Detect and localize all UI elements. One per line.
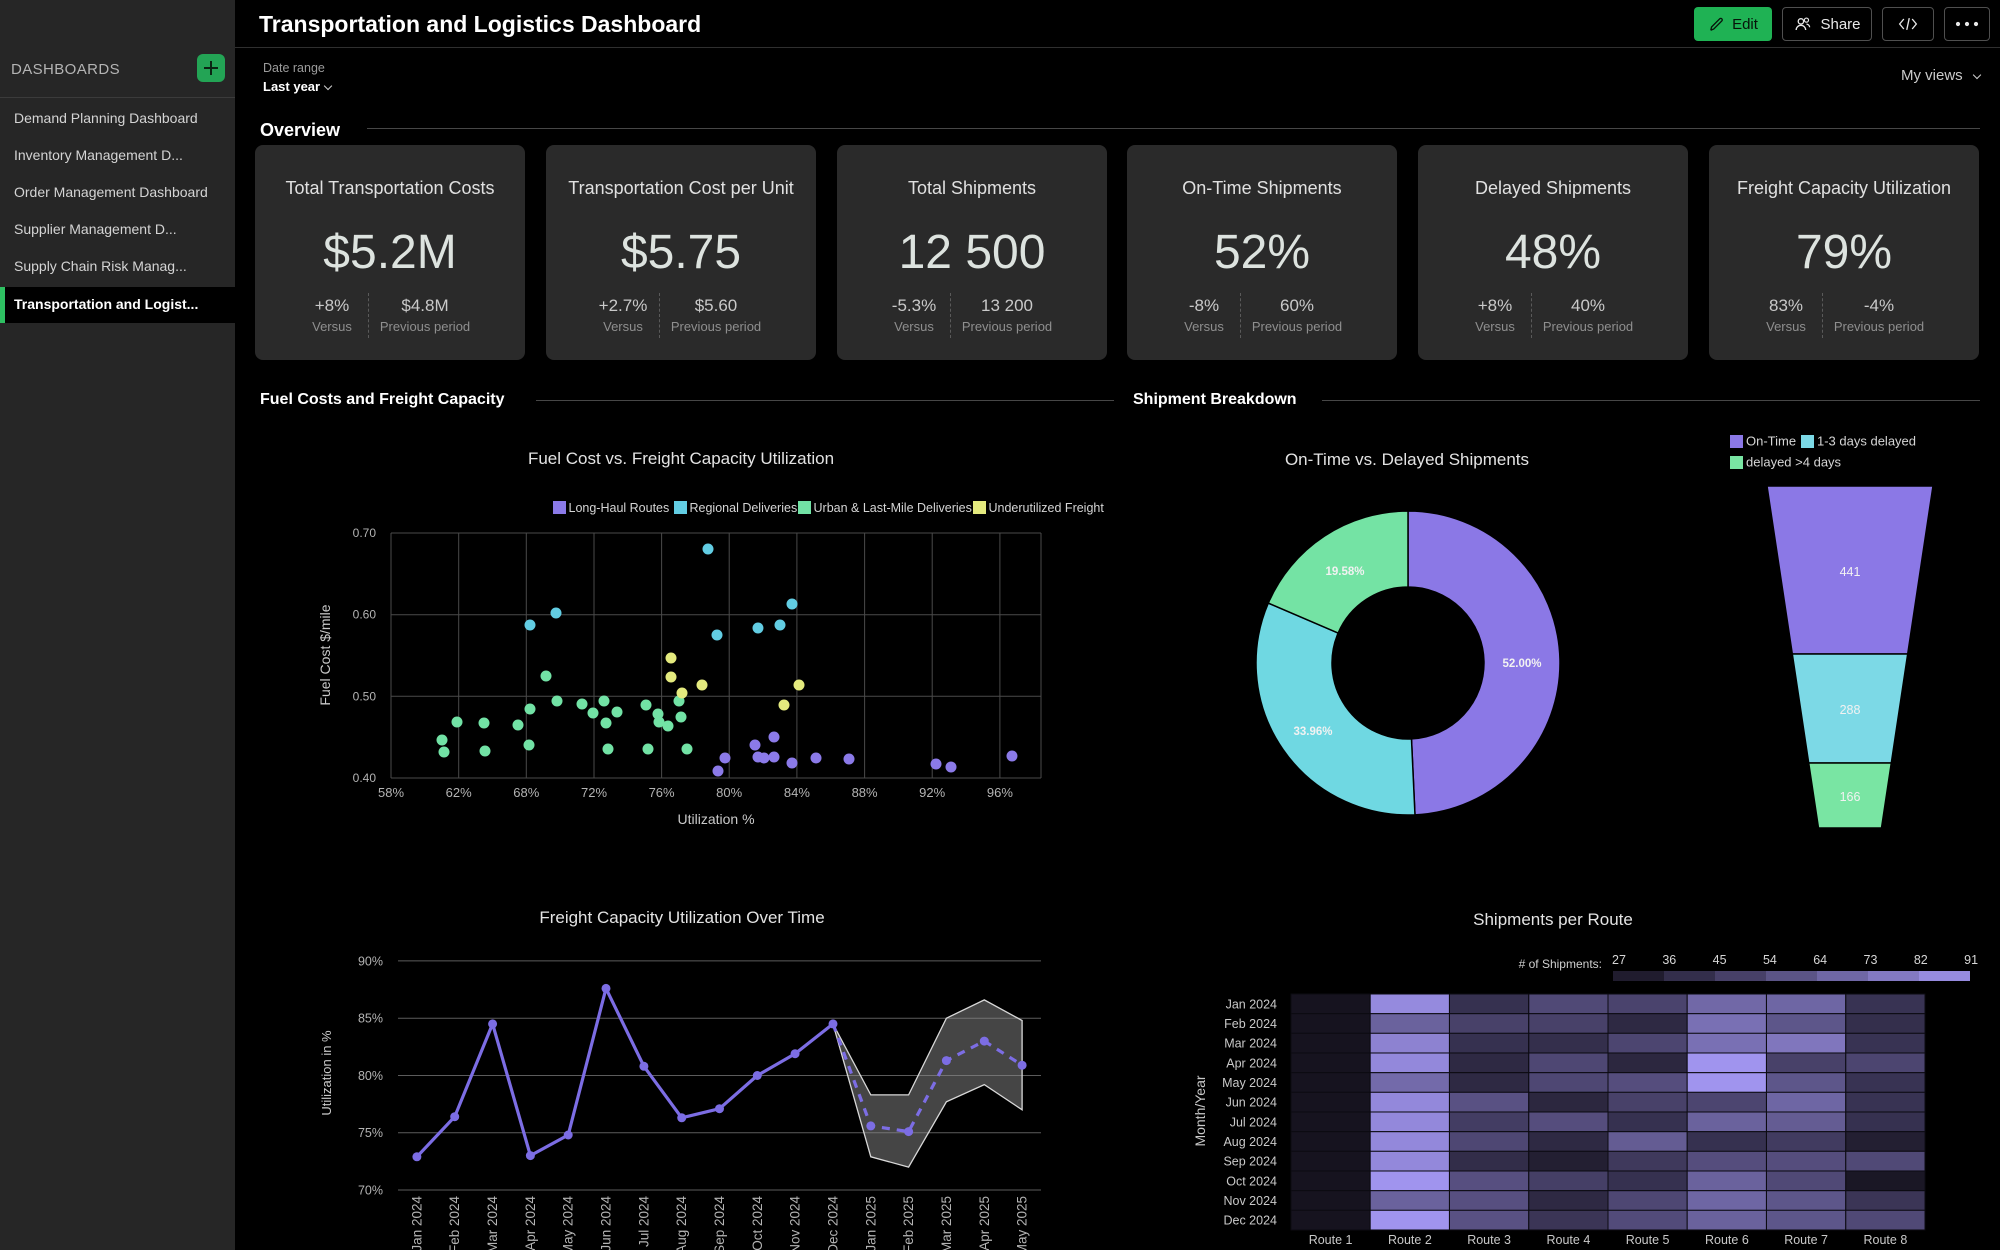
svg-text:0.70: 0.70 (353, 526, 377, 540)
svg-text:May 2024: May 2024 (561, 1196, 576, 1250)
svg-text:On-Time vs. Delayed Shipments: On-Time vs. Delayed Shipments (1285, 450, 1529, 469)
svg-text:# of Shipments:: # of Shipments: (1519, 957, 1602, 971)
svg-text:May 2025: May 2025 (1015, 1196, 1030, 1250)
svg-text:Jun 2024: Jun 2024 (1226, 1096, 1277, 1110)
svg-text:73: 73 (1864, 953, 1878, 967)
svg-text:45: 45 (1713, 953, 1727, 967)
svg-text:Jul 2024: Jul 2024 (1230, 1115, 1277, 1129)
svg-text:Jan 2024: Jan 2024 (409, 1196, 424, 1250)
svg-text:Route 7: Route 7 (1784, 1233, 1828, 1247)
svg-text:36: 36 (1662, 953, 1676, 967)
svg-text:Urban & Last-Mile Deliveries: Urban & Last-Mile Deliveries (814, 501, 972, 515)
svg-text:72%: 72% (581, 785, 607, 800)
svg-text:Regional Deliveries: Regional Deliveries (690, 501, 798, 515)
svg-text:54: 54 (1763, 953, 1777, 967)
svg-text:delayed >4 days: delayed >4 days (1746, 455, 1842, 470)
svg-text:Route 3: Route 3 (1467, 1233, 1511, 1247)
svg-text:Underutilized Freight: Underutilized Freight (989, 501, 1105, 515)
svg-text:Nov 2024: Nov 2024 (1223, 1194, 1277, 1208)
svg-text:Feb 2024: Feb 2024 (1224, 1017, 1277, 1031)
svg-text:82: 82 (1914, 953, 1928, 967)
svg-text:Route 5: Route 5 (1626, 1233, 1670, 1247)
svg-text:76%: 76% (649, 785, 675, 800)
svg-text:Dec 2024: Dec 2024 (1223, 1214, 1277, 1228)
svg-text:Utilization in %: Utilization in % (319, 1030, 334, 1116)
svg-text:19.58%: 19.58% (1325, 566, 1364, 578)
svg-text:Utilization %: Utilization % (677, 811, 754, 827)
svg-text:Dec 2024: Dec 2024 (826, 1196, 841, 1250)
svg-text:92%: 92% (919, 785, 945, 800)
svg-text:On-Time: On-Time (1746, 434, 1796, 449)
svg-text:Jan 2025: Jan 2025 (863, 1196, 878, 1250)
svg-text:288: 288 (1840, 703, 1861, 717)
svg-text:Freight Capacity Utilization O: Freight Capacity Utilization Over Time (539, 908, 824, 927)
svg-text:Jun 2024: Jun 2024 (599, 1196, 614, 1250)
svg-text:Fuel Cost $/mile: Fuel Cost $/mile (317, 604, 333, 705)
svg-text:Mar 2024: Mar 2024 (485, 1196, 500, 1250)
svg-text:33.96%: 33.96% (1293, 726, 1332, 738)
svg-text:96%: 96% (987, 785, 1013, 800)
svg-text:1-3 days delayed: 1-3 days delayed (1817, 434, 1916, 449)
svg-text:75%: 75% (358, 1126, 383, 1140)
svg-text:Aug 2024: Aug 2024 (1223, 1135, 1277, 1149)
svg-text:May 2024: May 2024 (1222, 1076, 1277, 1090)
svg-text:Mar 2025: Mar 2025 (939, 1196, 954, 1250)
svg-text:Shipments per Route: Shipments per Route (1473, 910, 1633, 929)
svg-text:Sep 2024: Sep 2024 (1223, 1155, 1277, 1169)
svg-text:Oct 2024: Oct 2024 (1226, 1174, 1277, 1188)
svg-text:Route 6: Route 6 (1705, 1233, 1749, 1247)
svg-text:Route 1: Route 1 (1309, 1233, 1353, 1247)
svg-text:88%: 88% (852, 785, 878, 800)
svg-text:Aug 2024: Aug 2024 (674, 1196, 689, 1250)
svg-text:0.50: 0.50 (353, 689, 377, 703)
svg-text:90%: 90% (358, 954, 383, 968)
svg-text:Route 4: Route 4 (1547, 1233, 1591, 1247)
svg-text:Route 2: Route 2 (1388, 1233, 1432, 1247)
svg-text:Jul 2024: Jul 2024 (636, 1196, 651, 1248)
svg-text:Feb 2025: Feb 2025 (901, 1196, 916, 1250)
svg-text:Month/Year: Month/Year (1192, 1075, 1208, 1146)
svg-text:85%: 85% (358, 1012, 383, 1026)
svg-text:Nov 2024: Nov 2024 (788, 1196, 803, 1250)
svg-text:Sep 2024: Sep 2024 (712, 1196, 727, 1250)
svg-text:62%: 62% (446, 785, 472, 800)
svg-text:166: 166 (1840, 790, 1861, 804)
svg-text:Feb 2024: Feb 2024 (447, 1196, 462, 1250)
svg-text:0.60: 0.60 (353, 608, 377, 622)
svg-text:70%: 70% (358, 1184, 383, 1198)
svg-text:Apr 2024: Apr 2024 (523, 1196, 538, 1250)
svg-text:80%: 80% (716, 785, 742, 800)
svg-text:64: 64 (1813, 953, 1827, 967)
svg-text:58%: 58% (378, 785, 404, 800)
svg-text:80%: 80% (358, 1069, 383, 1083)
svg-text:Long-Haul Routes: Long-Haul Routes (569, 501, 670, 515)
svg-text:68%: 68% (513, 785, 539, 800)
svg-text:84%: 84% (784, 785, 810, 800)
svg-text:27: 27 (1612, 953, 1626, 967)
svg-text:Apr 2024: Apr 2024 (1226, 1056, 1277, 1070)
svg-text:Fuel Cost vs. Freight Capacity: Fuel Cost vs. Freight Capacity Utilizati… (528, 449, 834, 468)
svg-text:441: 441 (1840, 565, 1861, 579)
svg-text:Jan 2024: Jan 2024 (1226, 997, 1277, 1011)
svg-text:Oct 2024: Oct 2024 (750, 1196, 765, 1250)
svg-text:91: 91 (1964, 953, 1978, 967)
svg-text:52.00%: 52.00% (1502, 658, 1541, 670)
svg-text:Route 8: Route 8 (1864, 1233, 1908, 1247)
svg-text:Apr 2025: Apr 2025 (977, 1196, 992, 1250)
svg-text:Mar 2024: Mar 2024 (1224, 1037, 1277, 1051)
svg-text:0.40: 0.40 (353, 771, 377, 785)
